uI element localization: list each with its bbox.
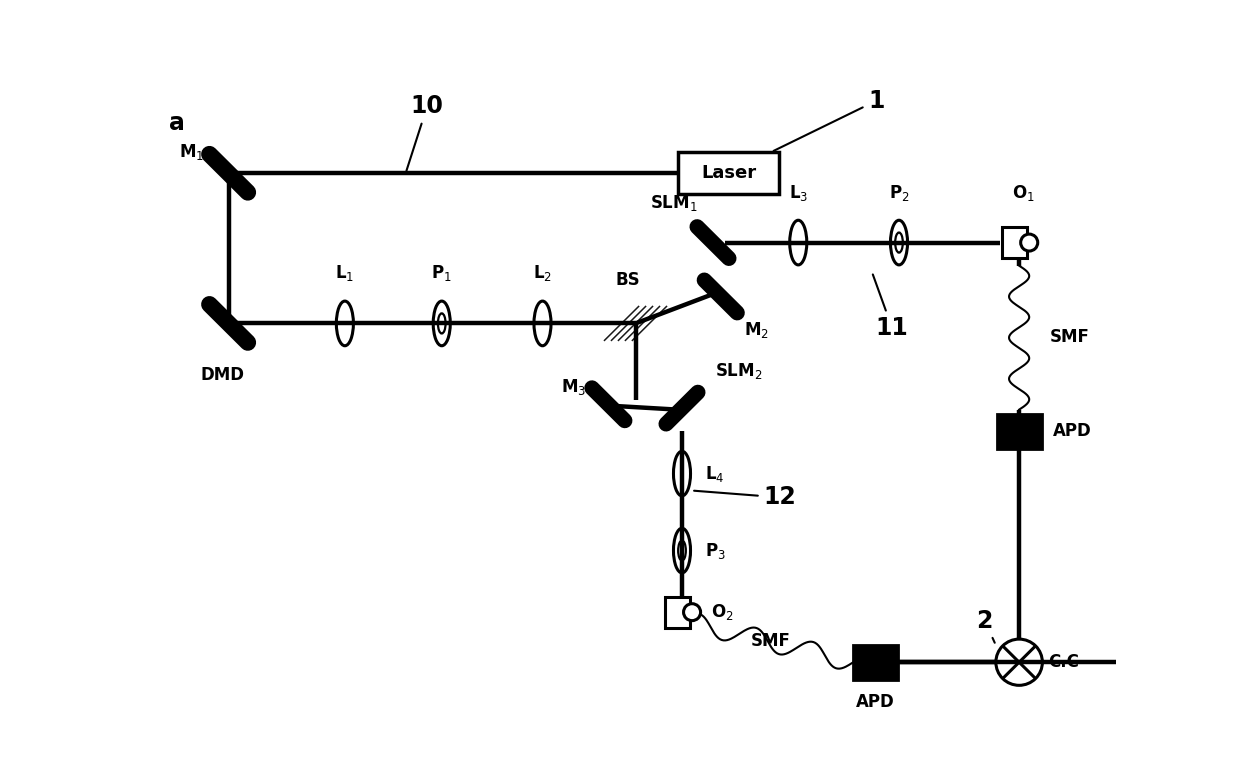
Text: SLM$_1$: SLM$_1$	[651, 193, 698, 213]
Text: Laser: Laser	[701, 164, 756, 182]
Text: O$_2$: O$_2$	[712, 602, 734, 622]
Bar	[997, 413, 1042, 449]
Text: M$_2$: M$_2$	[744, 319, 769, 340]
Text: a: a	[169, 111, 185, 135]
Text: 12: 12	[694, 485, 796, 510]
Circle shape	[683, 604, 701, 621]
Text: O$_1$: O$_1$	[1012, 182, 1034, 203]
Text: 2: 2	[977, 608, 994, 643]
Text: APD: APD	[1053, 422, 1092, 440]
Text: SMF: SMF	[751, 632, 791, 650]
Text: M$_3$: M$_3$	[562, 377, 587, 396]
Bar	[1002, 227, 1027, 258]
Text: L$_1$: L$_1$	[335, 263, 355, 283]
Text: P$_1$: P$_1$	[432, 263, 453, 283]
Text: C.C: C.C	[1049, 653, 1080, 671]
Text: L$_4$: L$_4$	[706, 464, 724, 484]
Text: P$_2$: P$_2$	[889, 182, 909, 203]
Text: BS: BS	[615, 271, 640, 289]
Text: DMD: DMD	[201, 366, 244, 384]
Bar	[853, 644, 898, 680]
Text: SMF: SMF	[1050, 328, 1090, 346]
Text: APD: APD	[857, 693, 895, 711]
Text: P$_3$: P$_3$	[706, 540, 727, 561]
Text: 11: 11	[873, 275, 909, 340]
Text: SLM$_2$: SLM$_2$	[714, 361, 763, 381]
Text: 1: 1	[774, 88, 884, 151]
Text: L$_2$: L$_2$	[533, 263, 552, 283]
Bar	[665, 597, 689, 627]
Circle shape	[1021, 234, 1038, 251]
Text: 10: 10	[407, 94, 444, 171]
Text: M$_1$: M$_1$	[179, 142, 203, 162]
Text: L$_3$: L$_3$	[789, 182, 808, 203]
Bar	[678, 152, 779, 194]
